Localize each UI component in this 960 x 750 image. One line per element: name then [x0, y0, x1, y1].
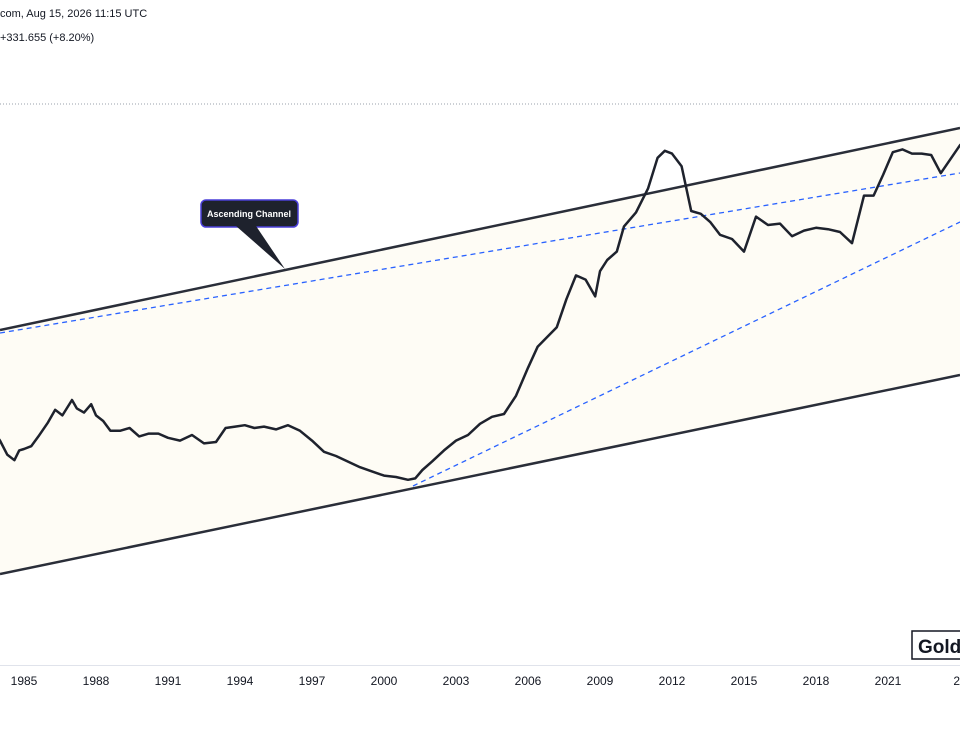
x-tick-label: 2000	[371, 674, 398, 688]
channel-upper-line[interactable]	[0, 126, 960, 332]
x-tick-label: 2018	[803, 674, 830, 688]
x-tick-label: 1985	[11, 674, 38, 688]
x-tick-label: 2006	[515, 674, 542, 688]
x-tick-label: 2009	[587, 674, 614, 688]
x-tick-label: 1991	[155, 674, 182, 688]
x-tick-label: 1997	[299, 674, 326, 688]
callout-pointer	[236, 226, 285, 269]
chart-source-timestamp: com, Aug 15, 2026 11:15 UTC	[0, 8, 148, 20]
x-tick-label: 20	[953, 674, 960, 688]
watermark-box	[911, 630, 960, 660]
channel-lower-line[interactable]	[0, 373, 960, 576]
price-change-readout: +331.655 (+8.20%)	[0, 32, 95, 44]
x-axis: 1985 1988 1991 1994 1997 2000 2003 2006 2009 2012…	[11, 674, 960, 688]
series-line-gold	[0, 143, 960, 482]
x-tick-label: 2021	[875, 674, 902, 688]
channel-fill	[0, 128, 960, 574]
watermark-text: Gold	[918, 637, 960, 658]
x-tick-label: 2015	[731, 674, 758, 688]
channel-callout[interactable]: Ascending Channel	[200, 199, 299, 269]
callout-label: Ascending Channel	[207, 209, 291, 219]
x-tick-label: 2003	[443, 674, 470, 688]
watermark: Gold	[911, 630, 960, 660]
x-tick-label: 1988	[83, 674, 110, 688]
dashed-trendline-upper[interactable]	[0, 172, 960, 334]
x-tick-label: 2012	[659, 674, 686, 688]
dashed-trendline-lower[interactable]	[412, 221, 960, 487]
x-tick-label: 1994	[227, 674, 254, 688]
